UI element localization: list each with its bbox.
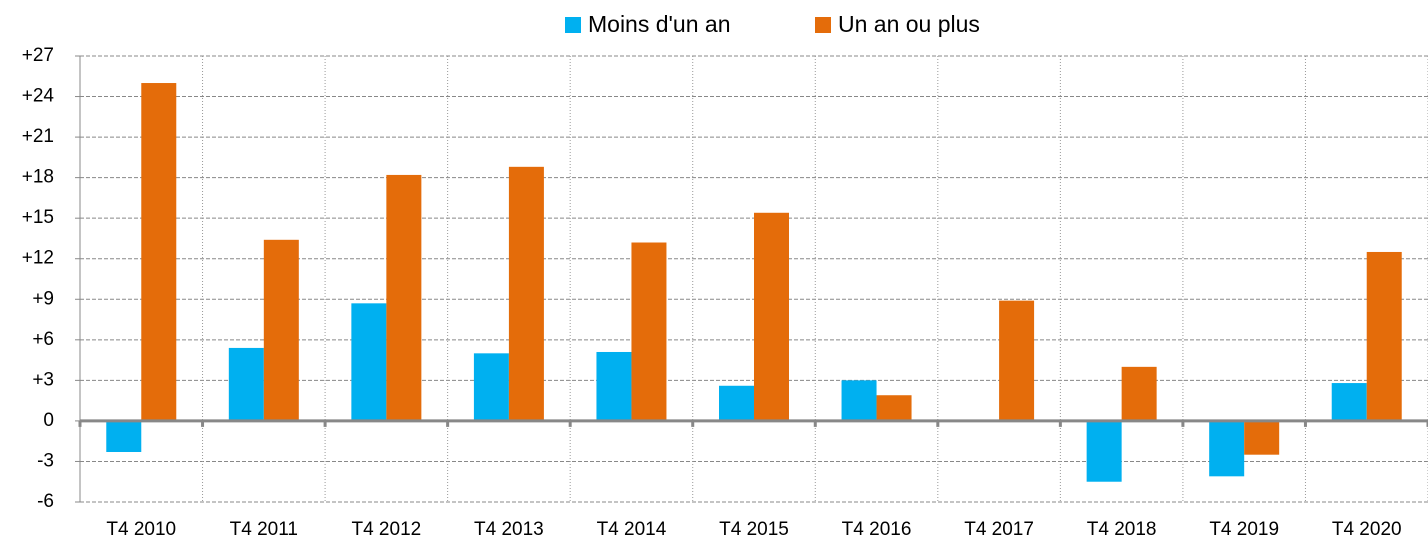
y-tick-label: +6: [32, 329, 54, 350]
bar: [106, 420, 142, 452]
x-tick-label: T4 2010: [106, 519, 176, 540]
bar: [631, 242, 667, 421]
x-tick-label: T4 2011: [230, 519, 298, 540]
y-tick-label: -3: [37, 450, 54, 471]
bar: [1086, 420, 1122, 482]
y-tick-label: +21: [22, 126, 54, 147]
x-tick-label: T4 2019: [1209, 519, 1279, 540]
y-tick-label: +18: [22, 167, 54, 188]
bar: [1244, 420, 1280, 455]
bar: [999, 300, 1035, 421]
bar: [719, 385, 754, 421]
x-tick-label: T4 2020: [1332, 519, 1402, 540]
bar: [508, 166, 544, 421]
legend-swatch: [815, 17, 831, 33]
bar: [263, 239, 299, 421]
x-tick-label: T4 2018: [1087, 519, 1157, 540]
y-tick-label: -6: [37, 491, 54, 512]
bar: [1366, 251, 1402, 421]
y-tick-label: +3: [32, 369, 54, 390]
bar: [876, 395, 912, 421]
legend-swatch: [565, 17, 581, 33]
bar: [1121, 366, 1157, 421]
bar: [351, 303, 387, 421]
y-tick-label: +9: [32, 288, 54, 309]
bar: [141, 83, 177, 421]
legend-label: Un an ou plus: [838, 11, 980, 37]
legend-label: Moins d'un an: [588, 11, 730, 37]
x-tick-label: T4 2013: [474, 519, 544, 540]
x-tick-label: T4 2012: [351, 519, 421, 540]
bar: [228, 347, 264, 421]
bar: [1209, 420, 1245, 477]
y-tick-label: +15: [22, 207, 54, 228]
x-tick-label: T4 2014: [597, 519, 667, 540]
y-tick-label: +24: [22, 86, 55, 107]
y-tick-label: 0: [43, 410, 54, 431]
x-tick-label: T4 2017: [964, 519, 1034, 540]
bar: [841, 380, 877, 421]
y-tick-label: +12: [22, 248, 54, 269]
bar: [596, 351, 632, 421]
bar: [754, 212, 789, 421]
x-tick-label: T4 2016: [842, 519, 912, 540]
x-tick-label: T4 2015: [719, 519, 789, 540]
y-tick-label: +27: [22, 45, 54, 66]
bar: [386, 174, 422, 421]
bar: [1331, 383, 1367, 421]
bar: [473, 353, 509, 421]
